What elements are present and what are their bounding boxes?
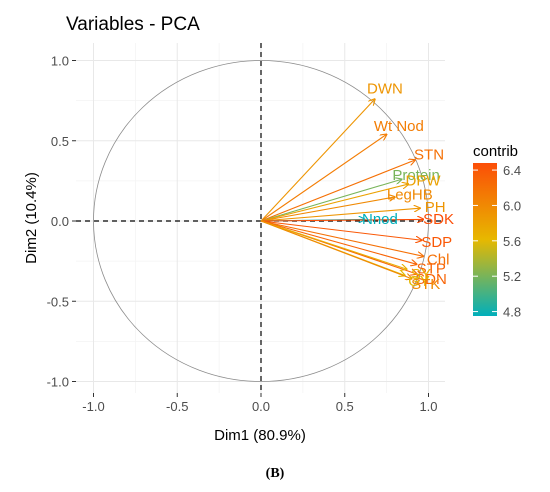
arrow-dwn (260, 99, 375, 222)
arrow-chl (260, 220, 423, 256)
label-leghb: LegHB (387, 186, 433, 203)
legend: contrib 6.4 6.0 5.6 5.2 4.8 (473, 143, 521, 320)
label-protein: Protein (392, 167, 440, 184)
legend-colorbar (473, 163, 497, 316)
label-dpw: DPW (405, 172, 441, 189)
label-sdn: SDN (415, 271, 447, 288)
y-axis-ticks: -1.0 -0.5 0.0 0.5 1.0 (47, 54, 76, 390)
arrow-sdk (260, 219, 423, 221)
arrow-stk (260, 220, 412, 279)
pca-variables-chart: Variables - PCA DWN Wt Nod STN ProteinDPWLe… (23, 14, 521, 444)
zero-reference-lines (76, 43, 445, 393)
label-gy: GY (408, 273, 430, 290)
arrow-protein (260, 179, 402, 222)
x-tick-label: 0.0 (252, 399, 270, 414)
arrow-stn (260, 160, 415, 222)
chart-title: Variables - PCA (66, 14, 200, 35)
x-axis-ticks: -1.0 -0.5 0.0 0.5 1.0 (82, 393, 438, 414)
legend-tick-label: 6.0 (503, 198, 521, 213)
arrow-stp (260, 220, 417, 264)
label-dwn: DWN (367, 80, 403, 97)
y-tick-label: -0.5 (47, 294, 69, 309)
y-tick-label: 0.0 (51, 214, 69, 229)
legend-tick-label: 5.2 (503, 269, 521, 284)
x-axis-label: Dim1 (80.9%) (214, 427, 306, 444)
label-stn: STN (414, 146, 444, 163)
arrow-ph (260, 208, 420, 222)
label-chl: Chl (427, 252, 450, 269)
y-tick-label: -1.0 (47, 375, 69, 390)
label-sdp: SDP (421, 234, 452, 251)
arrow-sy (260, 220, 407, 269)
arrow-dpw (260, 184, 408, 222)
label-sy: SY (411, 266, 431, 283)
legend-tick-label: 6.4 (503, 163, 521, 178)
arrow-sdp (260, 220, 422, 240)
arrow-leghb (260, 197, 395, 222)
variable-arrows (260, 99, 423, 279)
x-tick-label: -0.5 (166, 399, 188, 414)
label-sdk: SDK (423, 211, 454, 228)
label-nnod: Nnod (362, 211, 398, 228)
y-axis-label: Dim2 (10.4%) (23, 172, 40, 264)
arrow-wt-nod (260, 134, 387, 222)
label-stk: STK (411, 276, 440, 293)
legend-title: contrib (473, 143, 518, 160)
label-ph: PH (425, 199, 446, 216)
label-wt-nod: Wt Nod (374, 118, 424, 135)
x-tick-label: 1.0 (419, 399, 437, 414)
x-tick-label: 0.5 (336, 399, 354, 414)
legend-tick-label: 4.8 (503, 305, 521, 320)
legend-tick-label: 5.6 (503, 234, 521, 249)
label-stp: STP (417, 260, 446, 277)
y-tick-label: 1.0 (51, 54, 69, 69)
figure-caption: (B) (265, 466, 285, 481)
y-tick-label: 0.5 (51, 134, 69, 149)
x-tick-label: -1.0 (82, 399, 104, 414)
